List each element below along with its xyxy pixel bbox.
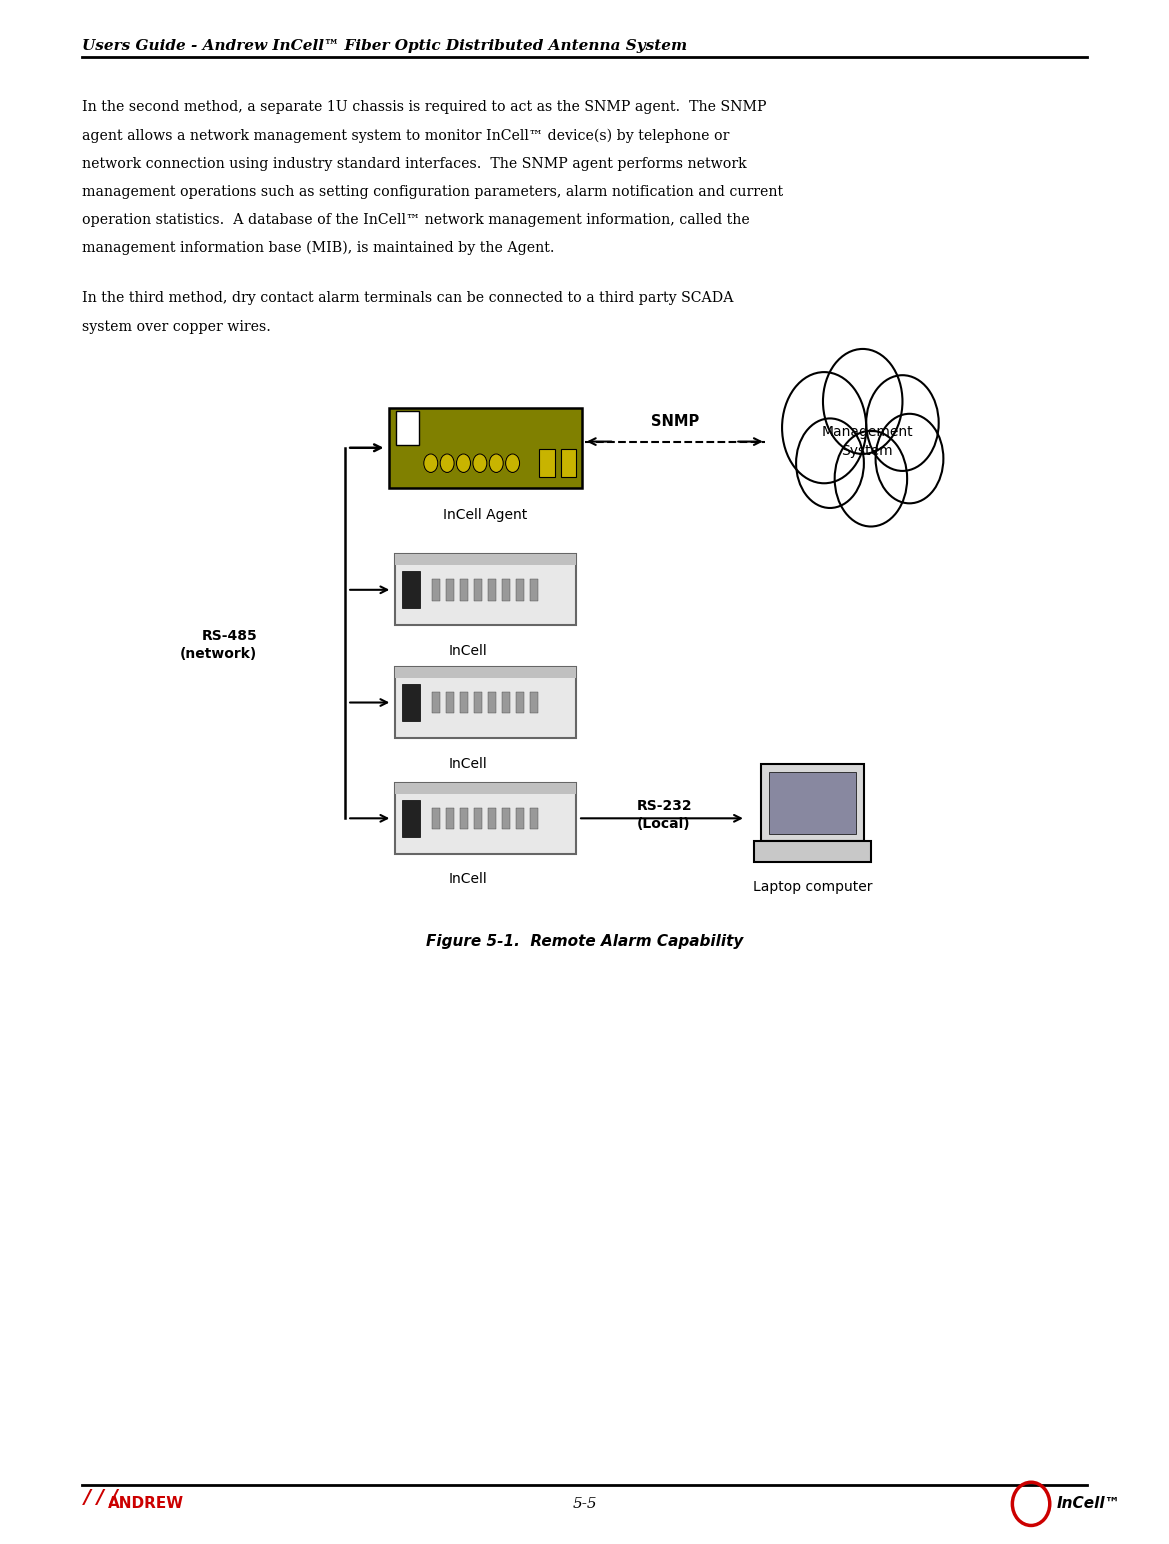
- FancyBboxPatch shape: [754, 841, 871, 862]
- FancyBboxPatch shape: [431, 579, 440, 601]
- FancyBboxPatch shape: [561, 449, 576, 477]
- Circle shape: [835, 431, 907, 527]
- FancyBboxPatch shape: [402, 684, 421, 721]
- Text: Users Guide - Andrew InCell™ Fiber Optic Distributed Antenna System: Users Guide - Andrew InCell™ Fiber Optic…: [82, 39, 687, 52]
- Text: In the second method, a separate 1U chassis is required to act as the SNMP agent: In the second method, a separate 1U chas…: [82, 100, 767, 114]
- FancyBboxPatch shape: [394, 554, 575, 565]
- FancyBboxPatch shape: [487, 692, 496, 713]
- Text: In the third method, dry contact alarm terminals can be connected to a third par: In the third method, dry contact alarm t…: [82, 292, 733, 306]
- Text: agent allows a network management system to monitor InCell™ device(s) by telepho: agent allows a network management system…: [82, 128, 729, 144]
- Circle shape: [782, 372, 866, 483]
- Text: InCell: InCell: [448, 644, 487, 658]
- FancyBboxPatch shape: [516, 692, 524, 713]
- Text: InCell: InCell: [448, 872, 487, 886]
- FancyBboxPatch shape: [530, 692, 538, 713]
- FancyBboxPatch shape: [530, 808, 538, 829]
- Text: InCell™: InCell™: [1057, 1496, 1121, 1512]
- Text: Figure 5-1.  Remote Alarm Capability: Figure 5-1. Remote Alarm Capability: [426, 934, 743, 950]
- FancyBboxPatch shape: [487, 808, 496, 829]
- FancyBboxPatch shape: [459, 579, 468, 601]
- FancyBboxPatch shape: [761, 764, 864, 841]
- Text: Laptop computer: Laptop computer: [753, 880, 872, 894]
- FancyBboxPatch shape: [475, 579, 482, 601]
- Circle shape: [876, 414, 943, 503]
- FancyBboxPatch shape: [431, 692, 440, 713]
- Text: InCell Agent: InCell Agent: [443, 508, 527, 522]
- Circle shape: [472, 454, 486, 472]
- Text: operation statistics.  A database of the InCell™ network management information,: operation statistics. A database of the …: [82, 213, 749, 227]
- FancyBboxPatch shape: [487, 579, 496, 601]
- FancyBboxPatch shape: [459, 808, 468, 829]
- Text: SNMP: SNMP: [651, 414, 699, 429]
- Text: network connection using industry standard interfaces.  The SNMP agent performs : network connection using industry standa…: [82, 156, 747, 170]
- FancyBboxPatch shape: [431, 808, 440, 829]
- FancyBboxPatch shape: [394, 554, 575, 625]
- FancyBboxPatch shape: [402, 800, 421, 837]
- Circle shape: [505, 454, 519, 472]
- FancyBboxPatch shape: [394, 667, 575, 678]
- FancyBboxPatch shape: [445, 808, 454, 829]
- Text: InCell: InCell: [448, 757, 487, 770]
- Text: ANDREW: ANDREW: [108, 1496, 184, 1512]
- FancyBboxPatch shape: [475, 808, 482, 829]
- Text: management information base (MIB), is maintained by the Agent.: management information base (MIB), is ma…: [82, 241, 554, 255]
- Text: system over copper wires.: system over copper wires.: [82, 320, 271, 334]
- FancyBboxPatch shape: [516, 579, 524, 601]
- FancyBboxPatch shape: [445, 579, 454, 601]
- FancyBboxPatch shape: [388, 408, 581, 488]
- FancyBboxPatch shape: [445, 692, 454, 713]
- Text: / / /: / / /: [84, 1488, 119, 1507]
- Circle shape: [440, 454, 454, 472]
- FancyBboxPatch shape: [769, 772, 856, 834]
- FancyBboxPatch shape: [502, 579, 510, 601]
- FancyBboxPatch shape: [540, 449, 555, 477]
- Circle shape: [823, 349, 902, 454]
- FancyBboxPatch shape: [394, 667, 575, 738]
- Text: RS-232
(Local): RS-232 (Local): [637, 800, 693, 831]
- FancyBboxPatch shape: [402, 571, 421, 608]
- Text: management operations such as setting configuration parameters, alarm notificati: management operations such as setting co…: [82, 185, 783, 199]
- Circle shape: [489, 454, 503, 472]
- FancyBboxPatch shape: [394, 783, 575, 854]
- FancyBboxPatch shape: [502, 692, 510, 713]
- Circle shape: [796, 418, 864, 508]
- FancyBboxPatch shape: [395, 411, 419, 445]
- Text: 5-5: 5-5: [572, 1496, 597, 1512]
- FancyBboxPatch shape: [502, 808, 510, 829]
- Circle shape: [423, 454, 437, 472]
- Circle shape: [866, 375, 939, 471]
- FancyBboxPatch shape: [394, 783, 575, 794]
- FancyBboxPatch shape: [475, 692, 482, 713]
- FancyBboxPatch shape: [459, 692, 468, 713]
- Circle shape: [456, 454, 470, 472]
- Text: Management
System: Management System: [822, 425, 913, 459]
- FancyBboxPatch shape: [516, 808, 524, 829]
- FancyBboxPatch shape: [530, 579, 538, 601]
- Text: RS-485
(network): RS-485 (network): [180, 630, 257, 661]
